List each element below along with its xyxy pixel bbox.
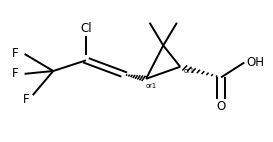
Text: O: O (216, 100, 226, 113)
Text: Cl: Cl (80, 22, 92, 35)
Text: or1: or1 (146, 83, 157, 89)
Text: or1: or1 (183, 68, 194, 74)
Text: F: F (23, 93, 29, 106)
Text: F: F (12, 67, 18, 80)
Text: OH: OH (246, 56, 264, 69)
Text: F: F (12, 47, 18, 60)
